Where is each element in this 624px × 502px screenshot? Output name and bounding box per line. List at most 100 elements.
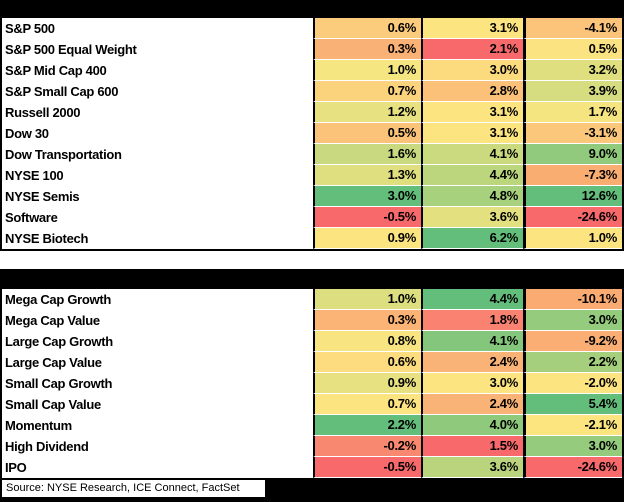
- value-cell: 2.4%: [421, 352, 523, 373]
- table-header-bar: [0, 0, 624, 18]
- factor-performance-table: Mega Cap Growth 1.0% 4.4% -10.1% Mega Cap Va…: [0, 269, 624, 480]
- row-label: High Dividend: [0, 436, 313, 457]
- row-label: Russell 2000: [0, 102, 313, 123]
- value-cell: 3.2%: [523, 60, 622, 81]
- value-cell: 0.5%: [523, 39, 622, 60]
- table-row: Large Cap Value 0.6% 2.4% 2.2%: [0, 352, 624, 373]
- table-row: S&P Small Cap 600 0.7% 2.8% 3.9%: [0, 81, 624, 102]
- table-row: Russell 2000 1.2% 3.1% 1.7%: [0, 102, 624, 123]
- row-label: NYSE Biotech: [0, 228, 313, 249]
- table-row: High Dividend -0.2% 1.5% 3.0%: [0, 436, 624, 457]
- value-cell: 2.2%: [523, 352, 622, 373]
- row-label: Dow 30: [0, 123, 313, 144]
- value-cell: 0.3%: [313, 310, 421, 331]
- table-row: NYSE Semis 3.0% 4.8% 12.6%: [0, 186, 624, 207]
- table-row: S&P 500 0.6% 3.1% -4.1%: [0, 18, 624, 39]
- value-cell: 0.5%: [313, 123, 421, 144]
- row-label: Small Cap Value: [0, 394, 313, 415]
- value-cell: -24.6%: [523, 457, 622, 478]
- value-cell: 0.7%: [313, 394, 421, 415]
- value-cell: 2.4%: [421, 394, 523, 415]
- row-label: S&P Mid Cap 400: [0, 60, 313, 81]
- source-text: Source: NYSE Research, ICE Connect, Fact…: [6, 482, 240, 494]
- value-cell: 3.1%: [421, 123, 523, 144]
- row-label: S&P 500 Equal Weight: [0, 39, 313, 60]
- value-cell: 2.8%: [421, 81, 523, 102]
- value-cell: 4.1%: [421, 331, 523, 352]
- value-cell: 3.0%: [523, 310, 622, 331]
- index-table-rows: S&P 500 0.6% 3.1% -4.1% S&P 500 Equal Weight…: [0, 18, 624, 251]
- row-label: Small Cap Growth: [0, 373, 313, 394]
- value-cell: 1.3%: [313, 165, 421, 186]
- footer: Source: NYSE Research, ICE Connect, Fact…: [0, 480, 624, 502]
- value-cell: 3.0%: [313, 186, 421, 207]
- value-cell: 3.0%: [421, 373, 523, 394]
- value-cell: 6.2%: [421, 228, 523, 249]
- value-cell: 4.8%: [421, 186, 523, 207]
- table-header-bar: [0, 269, 624, 289]
- value-cell: -0.5%: [313, 207, 421, 228]
- table-row: Large Cap Growth 0.8% 4.1% -9.2%: [0, 331, 624, 352]
- value-cell: 0.7%: [313, 81, 421, 102]
- table-row: Small Cap Value 0.7% 2.4% 5.4%: [0, 394, 624, 415]
- row-label: Mega Cap Growth: [0, 289, 313, 310]
- table-row: IPO -0.5% 3.6% -24.6%: [0, 457, 624, 480]
- row-label: Software: [0, 207, 313, 228]
- value-cell: 1.5%: [421, 436, 523, 457]
- value-cell: 3.0%: [523, 436, 622, 457]
- value-cell: 0.9%: [313, 373, 421, 394]
- value-cell: 3.1%: [421, 102, 523, 123]
- factor-table-rows: Mega Cap Growth 1.0% 4.4% -10.1% Mega Cap Va…: [0, 289, 624, 480]
- value-cell: 5.4%: [523, 394, 622, 415]
- row-label: Mega Cap Value: [0, 310, 313, 331]
- value-cell: -2.1%: [523, 415, 622, 436]
- table-row: Dow 30 0.5% 3.1% -3.1%: [0, 123, 624, 144]
- row-label: Momentum: [0, 415, 313, 436]
- row-label: S&P 500: [0, 18, 313, 39]
- value-cell: 2.2%: [313, 415, 421, 436]
- value-cell: 3.9%: [523, 81, 622, 102]
- value-cell: 4.4%: [421, 289, 523, 310]
- row-label: NYSE 100: [0, 165, 313, 186]
- table-row: Software -0.5% 3.6% -24.6%: [0, 207, 624, 228]
- table-row: S&P Mid Cap 400 1.0% 3.0% 3.2%: [0, 60, 624, 81]
- table-row: S&P 500 Equal Weight 0.3% 2.1% 0.5%: [0, 39, 624, 60]
- value-cell: -0.5%: [313, 457, 421, 478]
- value-cell: 1.0%: [313, 60, 421, 81]
- table-row: Mega Cap Growth 1.0% 4.4% -10.1%: [0, 289, 624, 310]
- value-cell: 0.8%: [313, 331, 421, 352]
- value-cell: -10.1%: [523, 289, 622, 310]
- table-row: Dow Transportation 1.6% 4.1% 9.0%: [0, 144, 624, 165]
- value-cell: -2.0%: [523, 373, 622, 394]
- value-cell: -24.6%: [523, 207, 622, 228]
- table-row: NYSE 100 1.3% 4.4% -7.3%: [0, 165, 624, 186]
- value-cell: 1.0%: [313, 289, 421, 310]
- value-cell: 12.6%: [523, 186, 622, 207]
- row-label: S&P Small Cap 600: [0, 81, 313, 102]
- value-cell: -0.2%: [313, 436, 421, 457]
- index-performance-table: S&P 500 0.6% 3.1% -4.1% S&P 500 Equal Weight…: [0, 0, 624, 251]
- value-cell: 9.0%: [523, 144, 622, 165]
- table-gap: [0, 251, 624, 269]
- table-row: Small Cap Growth 0.9% 3.0% -2.0%: [0, 373, 624, 394]
- value-cell: -4.1%: [523, 18, 622, 39]
- value-cell: 1.8%: [421, 310, 523, 331]
- table-row: NYSE Biotech 0.9% 6.2% 1.0%: [0, 228, 624, 251]
- row-label: NYSE Semis: [0, 186, 313, 207]
- value-cell: 0.3%: [313, 39, 421, 60]
- value-cell: 3.0%: [421, 60, 523, 81]
- value-cell: 4.4%: [421, 165, 523, 186]
- value-cell: 2.1%: [421, 39, 523, 60]
- table-row: Mega Cap Value 0.3% 1.8% 3.0%: [0, 310, 624, 331]
- value-cell: 1.6%: [313, 144, 421, 165]
- value-cell: 3.6%: [421, 457, 523, 478]
- value-cell: 1.0%: [523, 228, 622, 249]
- value-cell: 0.9%: [313, 228, 421, 249]
- value-cell: 1.7%: [523, 102, 622, 123]
- value-cell: -3.1%: [523, 123, 622, 144]
- table-row: Momentum 2.2% 4.0% -2.1%: [0, 415, 624, 436]
- row-label: Large Cap Growth: [0, 331, 313, 352]
- value-cell: -9.2%: [523, 331, 622, 352]
- value-cell: 1.2%: [313, 102, 421, 123]
- row-label: Dow Transportation: [0, 144, 313, 165]
